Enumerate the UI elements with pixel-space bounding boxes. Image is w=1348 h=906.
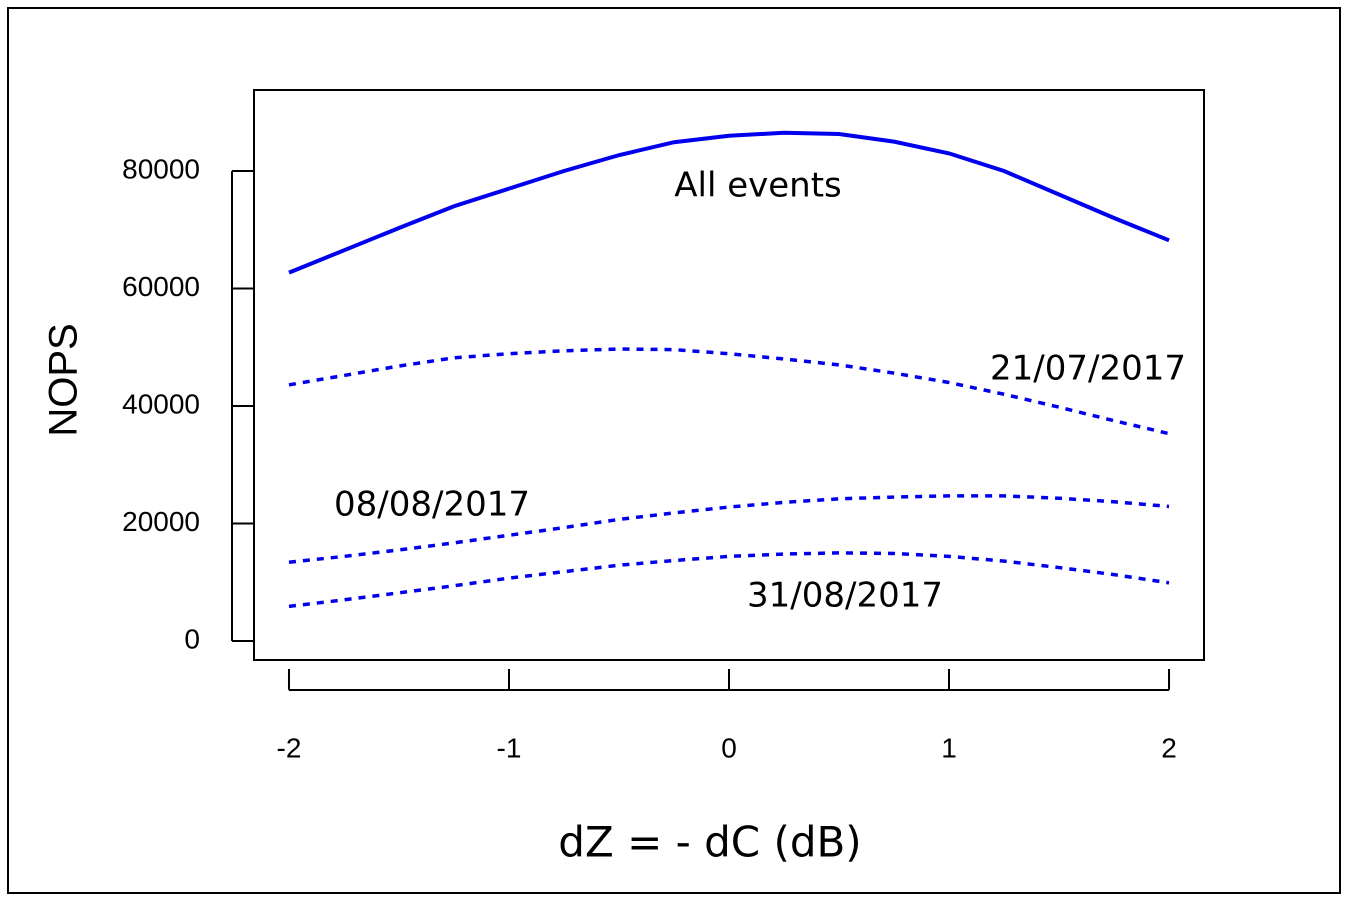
- series-label: 21/07/2017: [990, 349, 1186, 389]
- y-tick-label: 20000: [122, 506, 200, 537]
- y-axis-label: NOPS: [42, 323, 86, 436]
- x-tick-label: 1: [941, 732, 957, 763]
- y-tick-label: 80000: [122, 153, 200, 184]
- y-tick-label: 0: [184, 623, 200, 654]
- x-tick-label: 0: [721, 732, 737, 763]
- series-label: All events: [674, 166, 842, 206]
- plot-box: [253, 89, 1205, 661]
- series-line: [288, 130, 1170, 275]
- x-tick-label: -1: [497, 732, 522, 763]
- x-axis-label: dZ = - dC (dB): [558, 818, 861, 867]
- series-label: 08/08/2017: [334, 485, 530, 525]
- series-label: 31/08/2017: [747, 576, 943, 616]
- series-line: [288, 551, 1170, 609]
- frame: [7, 7, 1341, 894]
- y-tick-label: 60000: [122, 271, 200, 302]
- x-tick-label: -2: [277, 732, 302, 763]
- x-tick-label: 2: [1161, 732, 1177, 763]
- y-tick-label: 40000: [122, 388, 200, 419]
